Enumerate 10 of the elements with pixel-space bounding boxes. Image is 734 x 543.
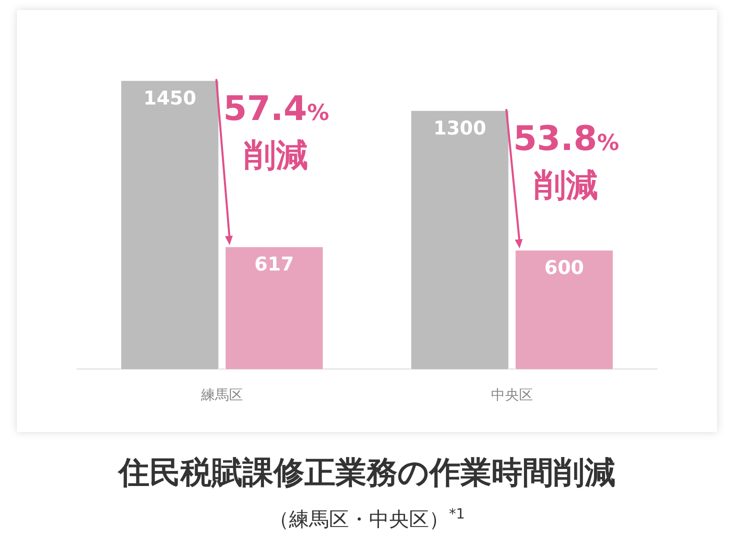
text: 住民税賦課修正業務の作業時間削減 xyxy=(116,454,616,493)
data-label: 1300 xyxy=(433,117,486,140)
data-label: 600 xyxy=(544,256,584,279)
annotation: 53.8%削減 xyxy=(513,118,620,204)
data-label: 1450 xyxy=(143,87,196,110)
x-tick-label: 練馬区 xyxy=(200,386,243,402)
data-label: 617 xyxy=(254,254,294,276)
text: （練馬区・中央区）$^{*1}$ xyxy=(268,506,466,533)
x-tick-label: 中央区 xyxy=(491,386,533,402)
annotation: 57.4%削減 xyxy=(223,88,330,174)
